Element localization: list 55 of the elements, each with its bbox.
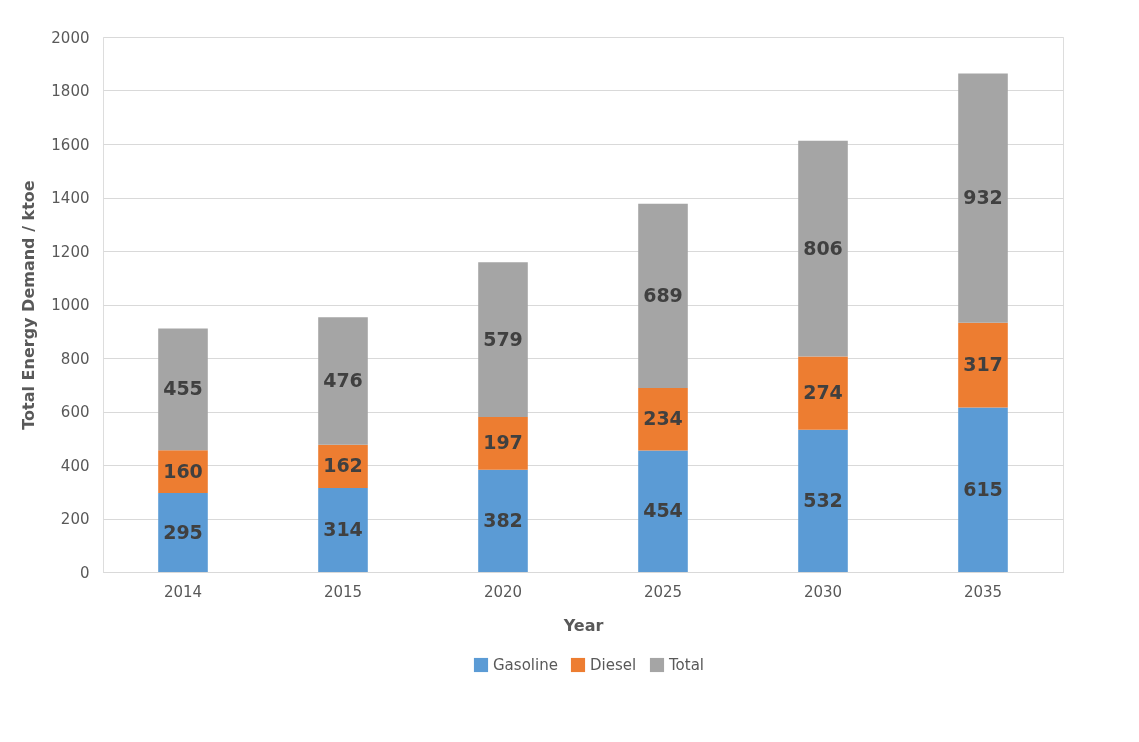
x-tick-label: 2025 <box>643 582 683 601</box>
legend-label: Diesel <box>590 656 637 674</box>
x-tick-label: 2014 <box>163 582 203 601</box>
data-label: 454 <box>643 499 683 522</box>
bar <box>638 203 688 388</box>
data-label: 274 <box>803 381 843 404</box>
x-tick-label: 2030 <box>803 582 843 601</box>
y-tick-label: 2000 <box>51 28 90 47</box>
x-tick-label: 2020 <box>483 582 523 601</box>
y-tick-label: 400 <box>60 456 90 475</box>
y-tick-label: 0 <box>79 563 90 582</box>
y-tick-label: 1800 <box>51 82 90 100</box>
legend-label: Total <box>668 656 705 674</box>
data-label: 162 <box>323 454 363 477</box>
bar <box>798 140 848 357</box>
data-label: 234 <box>643 407 683 430</box>
data-label: 689 <box>643 283 683 306</box>
y-tick-label: 200 <box>60 510 90 528</box>
bar <box>478 262 528 418</box>
bar <box>318 317 368 445</box>
bar <box>158 493 208 572</box>
data-label: 615 <box>963 477 1003 500</box>
bar <box>478 469 528 572</box>
bar <box>958 322 1008 408</box>
y-tick-label: 800 <box>60 349 90 368</box>
y-tick-label: 1200 <box>51 242 90 261</box>
bar <box>798 356 848 430</box>
y-axis-title: Total Energy Demand / ktoe <box>19 180 39 430</box>
data-label: 455 <box>163 377 203 400</box>
bar <box>958 407 1008 572</box>
y-tick-label: 1400 <box>51 189 90 207</box>
y-tick-label: 1000 <box>51 296 90 314</box>
bar <box>318 488 368 572</box>
data-label: 476 <box>323 369 363 392</box>
data-label: 382 <box>483 508 523 531</box>
data-label: 317 <box>963 353 1003 376</box>
data-label: 806 <box>803 236 843 259</box>
y-tick-label: 1600 <box>51 135 90 154</box>
y-tick-label: 600 <box>60 403 90 421</box>
data-label: 160 <box>163 459 203 482</box>
data-label: 295 <box>163 520 203 543</box>
data-label: 532 <box>803 488 843 511</box>
data-label: 932 <box>963 186 1003 209</box>
bar <box>158 328 208 451</box>
bar <box>638 387 688 451</box>
bar <box>638 450 688 572</box>
x-tick-label: 2015 <box>323 582 363 601</box>
legend-label: Gasoline <box>493 656 558 674</box>
x-tick-label: 2035 <box>963 582 1003 601</box>
bar <box>958 73 1008 323</box>
x-axis-title: Year <box>562 615 604 635</box>
data-label: 197 <box>483 431 523 454</box>
data-label: 314 <box>323 518 363 540</box>
bar <box>798 429 848 572</box>
data-label: 579 <box>483 327 523 350</box>
